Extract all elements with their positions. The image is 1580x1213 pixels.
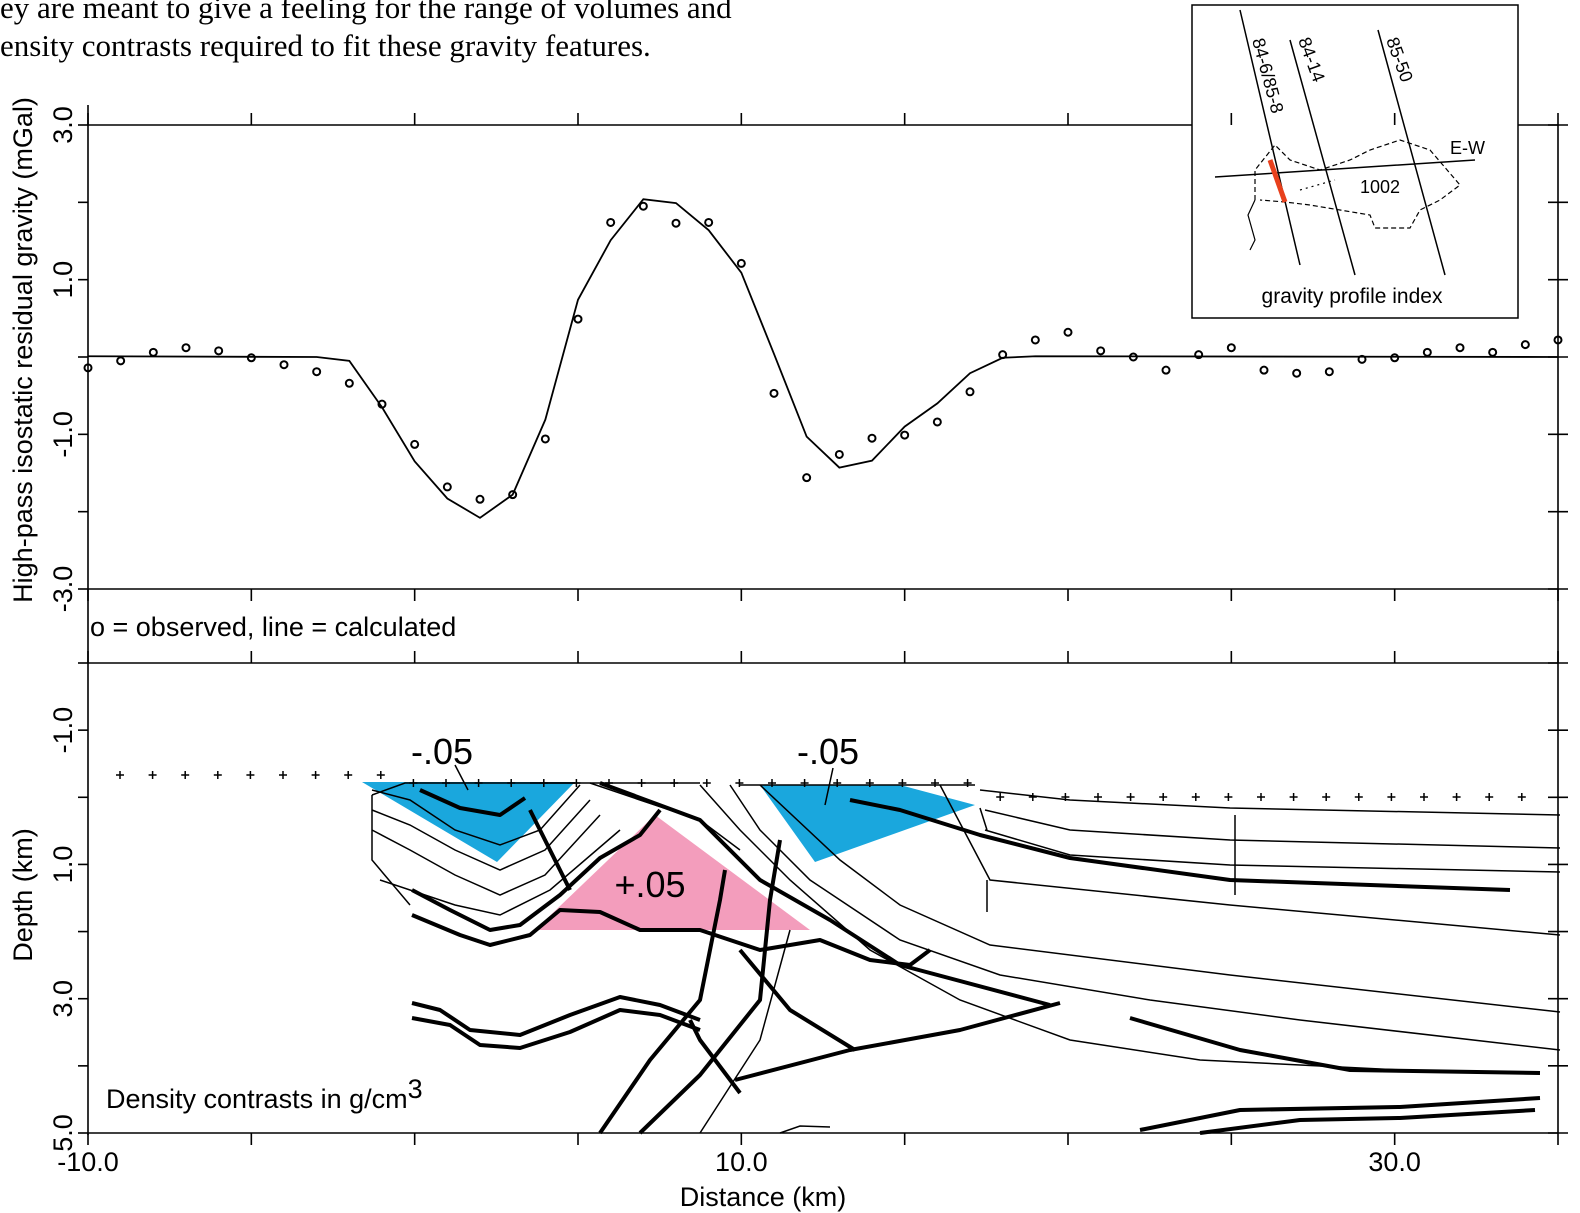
observed-point: [1293, 370, 1300, 377]
observed-point: [477, 496, 484, 503]
observed-point: [1391, 354, 1398, 361]
station-marker: [149, 771, 157, 779]
observed-point: [967, 388, 974, 395]
observed-point: [901, 432, 908, 439]
station-marker: [312, 771, 320, 779]
x-tick-label: 30.0: [1368, 1147, 1421, 1177]
station-marker: [964, 779, 972, 787]
station-marker: [279, 771, 287, 779]
y-tick-label: 1.0: [48, 846, 78, 884]
observed-point: [313, 368, 320, 375]
y-tick-label: 1.0: [48, 261, 78, 299]
observed-point: [281, 361, 288, 368]
y-tick-label: -3.0: [48, 566, 78, 613]
station-marker: [116, 771, 124, 779]
station-marker: [1387, 793, 1395, 801]
observed-point: [1228, 344, 1235, 351]
observed-point: [1163, 367, 1170, 374]
body-text: ensity contrasts required to fit these g…: [0, 28, 651, 63]
observed-point: [1065, 329, 1072, 336]
observed-point: [738, 260, 745, 267]
station-marker: [670, 779, 678, 787]
observed-point: [183, 344, 190, 351]
station-marker: [1420, 793, 1428, 801]
body-text: ey are meant to give a feeling for the r…: [0, 0, 732, 25]
observed-point: [673, 220, 680, 227]
inset-label: E-W: [1450, 138, 1485, 158]
density-label: -.05: [411, 731, 473, 772]
station-marker: [1159, 793, 1167, 801]
observed-point: [1522, 341, 1529, 348]
y-axis-label: Depth (km): [8, 828, 38, 962]
observed-point: [150, 349, 157, 356]
cross-section: -.05 -.05 +.05 Density contrasts in g/cm…: [106, 731, 1560, 1133]
observed-point: [444, 483, 451, 490]
station-marker: [638, 779, 646, 787]
observed-point: [542, 435, 549, 442]
y-tick-label: 3.0: [48, 980, 78, 1018]
observed-point: [575, 316, 582, 323]
station-marker: [1290, 793, 1298, 801]
note-text: Density contrasts in g/cm: [106, 1084, 408, 1114]
observed-point: [1457, 344, 1464, 351]
observed-point: [1097, 347, 1104, 354]
observed-point: [1326, 368, 1333, 375]
y-tick-label: 3.0: [48, 106, 78, 144]
observed-point: [117, 357, 124, 364]
observed-point: [836, 451, 843, 458]
inset-caption: gravity profile index: [1262, 285, 1443, 308]
density-label: +.05: [614, 864, 685, 905]
station-marker: [1322, 793, 1330, 801]
observed-point: [248, 354, 255, 361]
station-marker: [1094, 793, 1102, 801]
observed-point: [1424, 349, 1431, 356]
horizons: [372, 783, 1560, 1133]
observed-point: [771, 390, 778, 397]
observed-point: [1032, 336, 1039, 343]
station-marker: [1485, 793, 1493, 801]
station-marker: [344, 771, 352, 779]
observed-point: [346, 380, 353, 387]
observed-point: [705, 219, 712, 226]
observed-point: [411, 441, 418, 448]
station-marker: [1029, 793, 1037, 801]
station-marker: [735, 779, 743, 787]
station-marker: [1518, 793, 1526, 801]
observed-point: [869, 435, 876, 442]
note-superscript: 3: [408, 1074, 423, 1104]
y-tick-label: -1.0: [48, 411, 78, 458]
figure: ey are meant to give a feeling for the r…: [0, 0, 1580, 1213]
station-marker: [246, 771, 254, 779]
observed-point: [607, 219, 614, 226]
note: Density contrasts in g/cm3: [106, 1074, 423, 1114]
station-marker: [1355, 793, 1363, 801]
inset-label: 1002: [1360, 177, 1400, 197]
x-axis-label: Distance (km): [680, 1182, 847, 1212]
y-axis-label: High-pass isostatic residual gravity (mG…: [8, 97, 38, 603]
station-marker: [1257, 793, 1265, 801]
density-label: -.05: [797, 731, 859, 772]
observed-point: [215, 347, 222, 354]
station-marker: [214, 771, 222, 779]
station-marker: [1192, 793, 1200, 801]
y-tick-label: -1.0: [48, 707, 78, 754]
station-marker: [1127, 793, 1135, 801]
station-marker: [1224, 793, 1232, 801]
station-marker: [996, 793, 1004, 801]
annotation: o = observed, line = calculated: [90, 612, 456, 642]
y-tick-label: 5.0: [48, 1114, 78, 1152]
x-tick-label: 10.0: [715, 1147, 768, 1177]
station-marker: [181, 771, 189, 779]
station-marker: [377, 771, 385, 779]
observed-point: [1489, 349, 1496, 356]
station-marker: [703, 779, 711, 787]
station-marker: [1453, 793, 1461, 801]
observed-point: [934, 418, 941, 425]
inset-map: 84-6/85-8 84-14 85-50 E-W 1002 gravity p…: [1192, 5, 1518, 318]
negative-body: [362, 782, 575, 862]
observed-point: [803, 474, 810, 481]
observed-point: [1261, 367, 1268, 374]
station-marker: [931, 779, 939, 787]
